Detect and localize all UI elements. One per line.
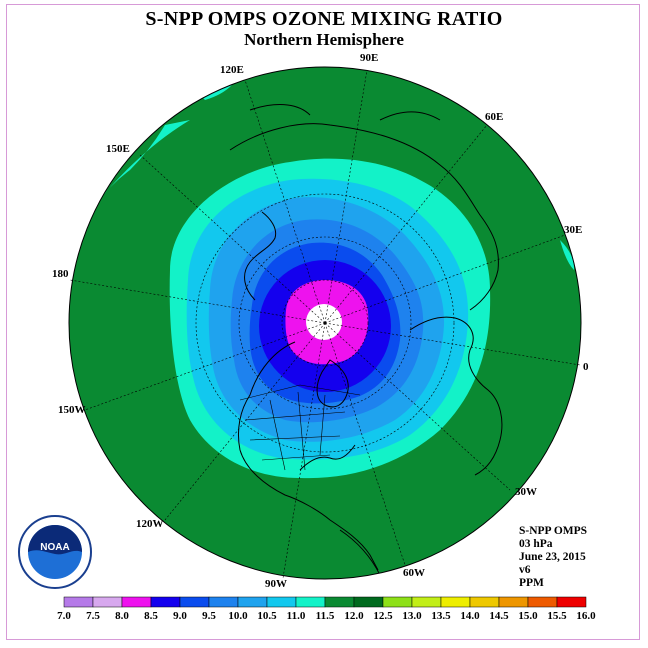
meridian-120e bbox=[244, 79, 326, 324]
lon-label-30w: 30W bbox=[515, 486, 537, 498]
legend-tick-label: 8.5 bbox=[144, 610, 158, 622]
meridian-30e bbox=[324, 234, 566, 324]
info-version: v6 bbox=[519, 564, 531, 576]
lon-label-120w: 120W bbox=[136, 518, 164, 530]
lon-label-90e: 90E bbox=[360, 52, 378, 64]
logo-wave bbox=[28, 525, 82, 555]
legend-swatch bbox=[498, 596, 529, 608]
europe-africa-coast bbox=[409, 316, 503, 476]
legend-swatch bbox=[440, 596, 471, 608]
meridians bbox=[69, 69, 581, 579]
meridian-150e bbox=[139, 154, 326, 324]
legend-tick-label: 9.5 bbox=[202, 610, 216, 622]
legend-swatch bbox=[527, 596, 558, 608]
legend-swatch bbox=[121, 596, 152, 608]
meridian-90w bbox=[282, 322, 326, 579]
meridian-90e bbox=[324, 69, 368, 324]
asia-coast bbox=[229, 104, 499, 311]
lon-label-90w: 90W bbox=[265, 578, 287, 590]
figure-frame bbox=[6, 4, 640, 640]
legend-swatch bbox=[266, 596, 297, 608]
legend-swatch bbox=[63, 596, 94, 608]
siberia-coast bbox=[244, 211, 277, 301]
chart-title: S-NPP OMPS OZONE MIXING RATIO bbox=[145, 8, 503, 30]
lon-label-150w: 150W bbox=[58, 404, 86, 416]
legend-tick-label: 15.0 bbox=[518, 610, 538, 622]
patch-120e bbox=[200, 85, 232, 100]
lon-label-0: 0 bbox=[583, 361, 589, 373]
legend-swatch bbox=[92, 596, 123, 608]
info-units: PPM bbox=[519, 577, 544, 589]
latitude-circles bbox=[195, 193, 455, 453]
us-states-grid bbox=[239, 384, 361, 471]
legend-tick-label: 8.0 bbox=[115, 610, 129, 622]
lon-label-180: 180 bbox=[52, 268, 69, 280]
ozone-field bbox=[69, 67, 581, 579]
chart-subtitle: Northern Hemisphere bbox=[244, 30, 404, 49]
info-pressure: 03 hPa bbox=[519, 538, 553, 550]
legend-swatch bbox=[556, 596, 587, 608]
legend-swatch bbox=[150, 596, 181, 608]
legend-tick-label: 15.5 bbox=[547, 610, 567, 622]
globe-edge bbox=[68, 66, 582, 580]
meridian-150w bbox=[84, 322, 326, 411]
lat-60 bbox=[195, 193, 455, 453]
lat-70 bbox=[238, 236, 412, 410]
greenland-coast bbox=[316, 359, 349, 408]
legend-swatch bbox=[208, 596, 239, 608]
patch-30e bbox=[560, 240, 575, 270]
meridian-0 bbox=[324, 322, 581, 366]
legend-swatch bbox=[469, 596, 500, 608]
legend-swatch bbox=[324, 596, 355, 608]
legend-swatch bbox=[411, 596, 442, 608]
info-date: June 23, 2015 bbox=[519, 551, 586, 563]
logo-text: NOAA bbox=[40, 542, 69, 553]
legend-tick-label: 16.0 bbox=[576, 610, 596, 622]
lon-label-120e: 120E bbox=[220, 64, 244, 76]
info-instrument: S-NPP OMPS bbox=[519, 525, 588, 537]
north-america-coast bbox=[237, 341, 379, 571]
legend-tick-label: 13.0 bbox=[402, 610, 422, 622]
legend-tick-label: 14.0 bbox=[460, 610, 480, 622]
meridian-30w bbox=[324, 322, 511, 491]
noaa-logo: NOAA bbox=[18, 515, 92, 589]
lon-label-150e: 150E bbox=[106, 143, 130, 155]
lat-80 bbox=[281, 279, 369, 367]
legend-swatch bbox=[295, 596, 326, 608]
legend-tick-label: 10.5 bbox=[257, 610, 277, 622]
legend-swatch bbox=[353, 596, 384, 608]
legend-swatch bbox=[237, 596, 268, 608]
legend-tick-label: 9.0 bbox=[173, 610, 187, 622]
legend-tick-label: 13.5 bbox=[431, 610, 451, 622]
legend-tick-label: 12.5 bbox=[373, 610, 393, 622]
legend-tick-label: 10.0 bbox=[228, 610, 248, 622]
legend-swatch bbox=[179, 596, 210, 608]
legend-boxes bbox=[63, 596, 587, 608]
legend-labels: 7.0 7.5 8.0 8.5 9.0 9.5 10.0 10.5 11.0 11.5 12.0 12… bbox=[57, 610, 596, 622]
lon-label-30e: 30E bbox=[564, 224, 582, 236]
legend-tick-label: 12.0 bbox=[344, 610, 364, 622]
legend-tick-label: 11.5 bbox=[316, 610, 335, 622]
legend-swatch bbox=[382, 596, 413, 608]
legend-tick-label: 14.5 bbox=[489, 610, 509, 622]
legend-tick-label: 7.0 bbox=[57, 610, 71, 622]
legend-tick-label: 11.0 bbox=[287, 610, 306, 622]
info-block: S-NPP OMPS 03 hPa June 23, 2015 v6 PPM bbox=[519, 525, 587, 590]
meridian-60e bbox=[324, 124, 488, 324]
legend-tick-label: 7.5 bbox=[86, 610, 100, 622]
lon-label-60e: 60E bbox=[485, 111, 503, 123]
lon-label-60w: 60W bbox=[403, 567, 425, 579]
meridian-60w bbox=[324, 322, 406, 566]
meridian-180 bbox=[69, 279, 326, 324]
